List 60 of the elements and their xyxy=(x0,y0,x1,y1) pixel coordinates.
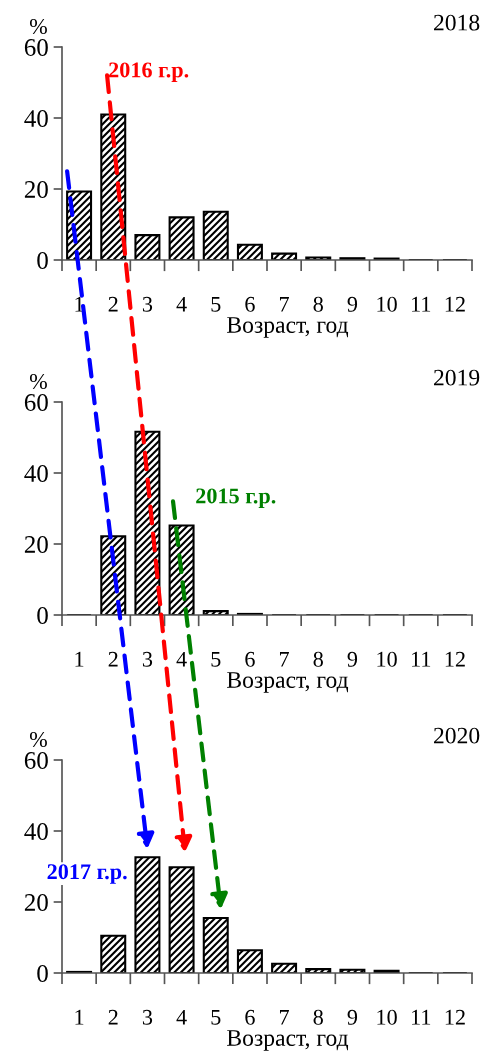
x-tick-label: 3 xyxy=(142,296,153,312)
y-axis-title: % xyxy=(29,373,47,390)
chart-title: 2020 xyxy=(434,727,480,744)
y-axis-title: % xyxy=(29,18,47,35)
x-tick-label: 2 xyxy=(108,651,118,667)
x-tick-label: 11 xyxy=(412,651,431,667)
x-tick-label: 4 xyxy=(176,651,187,667)
y-tick-label: 40 xyxy=(24,110,48,127)
x-tick-label: 3 xyxy=(142,651,153,667)
x-tick-label: 10 xyxy=(377,1009,397,1025)
x-tick-label: 10 xyxy=(377,651,397,667)
y-tick-label: 60 xyxy=(24,394,48,411)
y-tick-label: 20 xyxy=(24,894,48,911)
x-tick-label: 12 xyxy=(445,296,465,312)
x-tick-label: 9 xyxy=(347,1009,358,1025)
y-tick-label: 40 xyxy=(24,823,48,840)
x-tick-label: 7 xyxy=(279,296,289,312)
x-axis-title: Возраст, год xyxy=(227,672,349,693)
annotation: 2016 г.р. xyxy=(109,62,189,82)
x-tick-label: 9 xyxy=(347,651,358,667)
x-tick-label: 5 xyxy=(211,296,221,312)
x-tick-label: 6 xyxy=(245,1009,255,1025)
y-tick-label: 20 xyxy=(24,181,48,198)
x-tick-label: 5 xyxy=(211,1009,221,1025)
y-tick-label: 20 xyxy=(24,536,48,553)
x-tick-label: 1 xyxy=(75,296,84,312)
x-tick-label: 1 xyxy=(75,1009,84,1025)
x-tick-label: 3 xyxy=(142,1009,153,1025)
y-tick-label: 40 xyxy=(24,465,48,482)
x-tick-label: 6 xyxy=(245,651,255,667)
y-tick-label: 0 xyxy=(37,252,48,269)
x-tick-label: 8 xyxy=(313,296,323,312)
x-tick-label: 11 xyxy=(412,1009,431,1025)
y-tick-label: 0 xyxy=(37,965,48,982)
x-tick-label: 9 xyxy=(347,296,358,312)
chart-title: 2019 xyxy=(434,369,480,386)
chart-title: 2018 xyxy=(434,14,480,31)
x-tick-label: 2 xyxy=(108,296,118,312)
y-axis-title: % xyxy=(29,731,47,748)
y-tick-label: 60 xyxy=(24,752,48,769)
x-tick-label: 12 xyxy=(445,1009,465,1025)
annotation: 2015 г.р. xyxy=(196,488,276,508)
x-tick-label: 5 xyxy=(211,651,221,667)
x-tick-label: 2 xyxy=(108,1009,118,1025)
x-tick-label: 1 xyxy=(75,651,84,667)
y-tick-label: 60 xyxy=(24,39,48,56)
x-axis-title: Возраст, год xyxy=(227,1030,349,1051)
x-tick-label: 7 xyxy=(279,651,289,667)
x-tick-label: 11 xyxy=(412,296,431,312)
x-tick-label: 7 xyxy=(279,1009,289,1025)
y-tick-label: 0 xyxy=(37,607,48,624)
x-axis-title: Возраст, год xyxy=(227,317,349,338)
annotation: 2017 г.р. xyxy=(47,864,127,884)
x-tick-label: 4 xyxy=(176,1009,187,1025)
x-tick-label: 8 xyxy=(313,651,323,667)
x-tick-label: 8 xyxy=(313,1009,323,1025)
x-tick-label: 10 xyxy=(377,296,397,312)
x-tick-label: 12 xyxy=(445,651,465,667)
x-tick-label: 6 xyxy=(245,296,255,312)
x-tick-label: 4 xyxy=(176,296,187,312)
